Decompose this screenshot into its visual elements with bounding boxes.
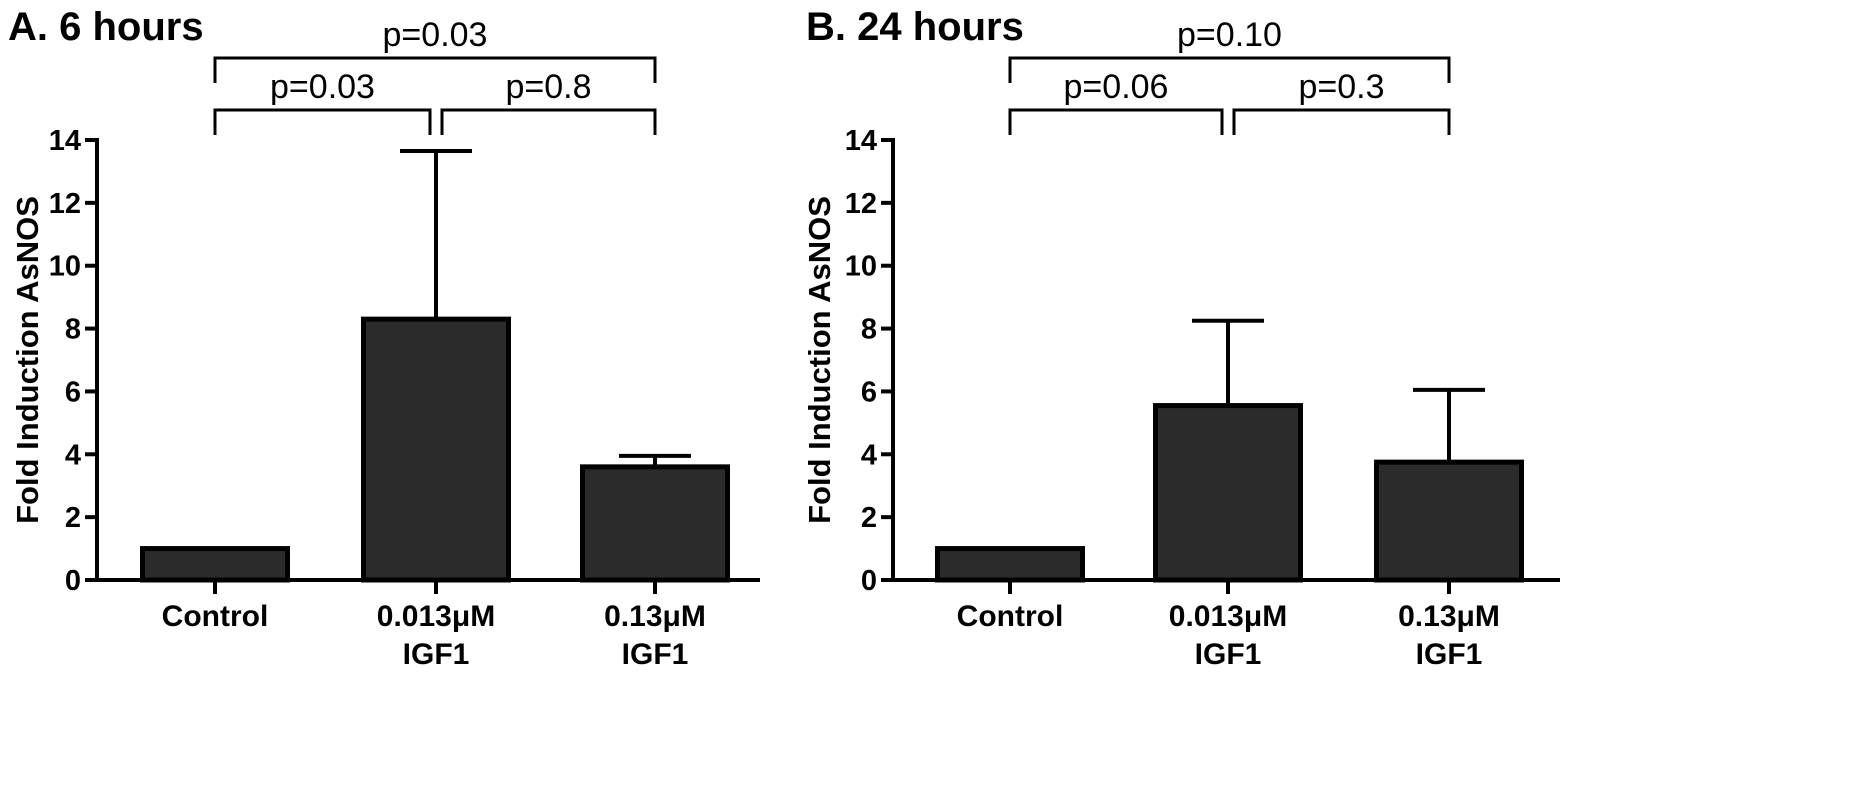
significance-bracket	[213, 108, 432, 135]
x-tick-label-line2: IGF1	[622, 638, 689, 671]
significance-bracket	[1232, 108, 1451, 135]
y-tick-label: 10	[845, 251, 877, 283]
x-tick-label: Control	[162, 600, 269, 633]
panel-title: B. 24 hours	[806, 5, 1024, 49]
x-tick-label: 0.013μM	[1169, 600, 1287, 633]
y-tick-label: 0	[65, 565, 81, 597]
bar	[361, 316, 511, 583]
panel-24-hours: B. 24 hours Fold Induction AsNOS 0 2 4 6 8 10 12…	[802, 5, 1560, 671]
y-tick-label: 10	[49, 251, 81, 283]
significance-bracket	[213, 56, 657, 83]
y-tick-label: 6	[861, 376, 877, 408]
bar	[935, 546, 1085, 583]
x-tick-label-line2: IGF1	[1195, 638, 1262, 671]
panel-title: A. 6 hours	[8, 5, 204, 49]
x-tick-label-line2: IGF1	[403, 638, 470, 671]
x-tick-label: 0.013μM	[377, 600, 495, 633]
y-axis-label: Fold Induction AsNOS	[802, 196, 837, 524]
significance-bracket	[1008, 108, 1224, 135]
y-tick-label: 8	[861, 314, 877, 346]
y-tick-label: 6	[65, 376, 81, 408]
y-tick-label: 4	[861, 439, 877, 471]
y-tick-label: 14	[49, 125, 81, 157]
y-tick-label: 12	[49, 188, 81, 220]
p-value-label: p=0.8	[505, 68, 591, 106]
bar	[580, 464, 730, 583]
y-axis-label: Fold Induction AsNOS	[10, 196, 45, 524]
x-tick-label: 0.13μM	[604, 600, 706, 633]
bar	[1153, 403, 1303, 583]
y-tick-label: 14	[845, 125, 877, 157]
significance-bracket	[440, 108, 657, 135]
y-tick-label: 2	[861, 502, 877, 534]
bar	[140, 546, 290, 583]
y-tick-label: 4	[65, 439, 81, 471]
y-tick-label: 2	[65, 502, 81, 534]
y-tick-label: 8	[65, 314, 81, 346]
p-value-label: p=0.03	[270, 68, 375, 106]
panel-6-hours: A. 6 hours Fold Induction AsNOS 0 2 4 6 8 10 12 1…	[8, 5, 760, 671]
y-tick-label: 0	[861, 565, 877, 597]
bar	[1374, 459, 1524, 583]
x-tick-label: 0.13μM	[1398, 600, 1500, 633]
y-tick-label: 12	[845, 188, 877, 220]
x-tick-label: Control	[957, 600, 1064, 633]
significance-bracket	[1008, 56, 1451, 83]
p-value-label: p=0.10	[1177, 16, 1282, 54]
x-tick-label-line2: IGF1	[1416, 638, 1483, 671]
p-value-label: p=0.06	[1064, 68, 1169, 106]
p-value-label: p=0.3	[1298, 68, 1384, 106]
p-value-label: p=0.03	[383, 16, 488, 54]
